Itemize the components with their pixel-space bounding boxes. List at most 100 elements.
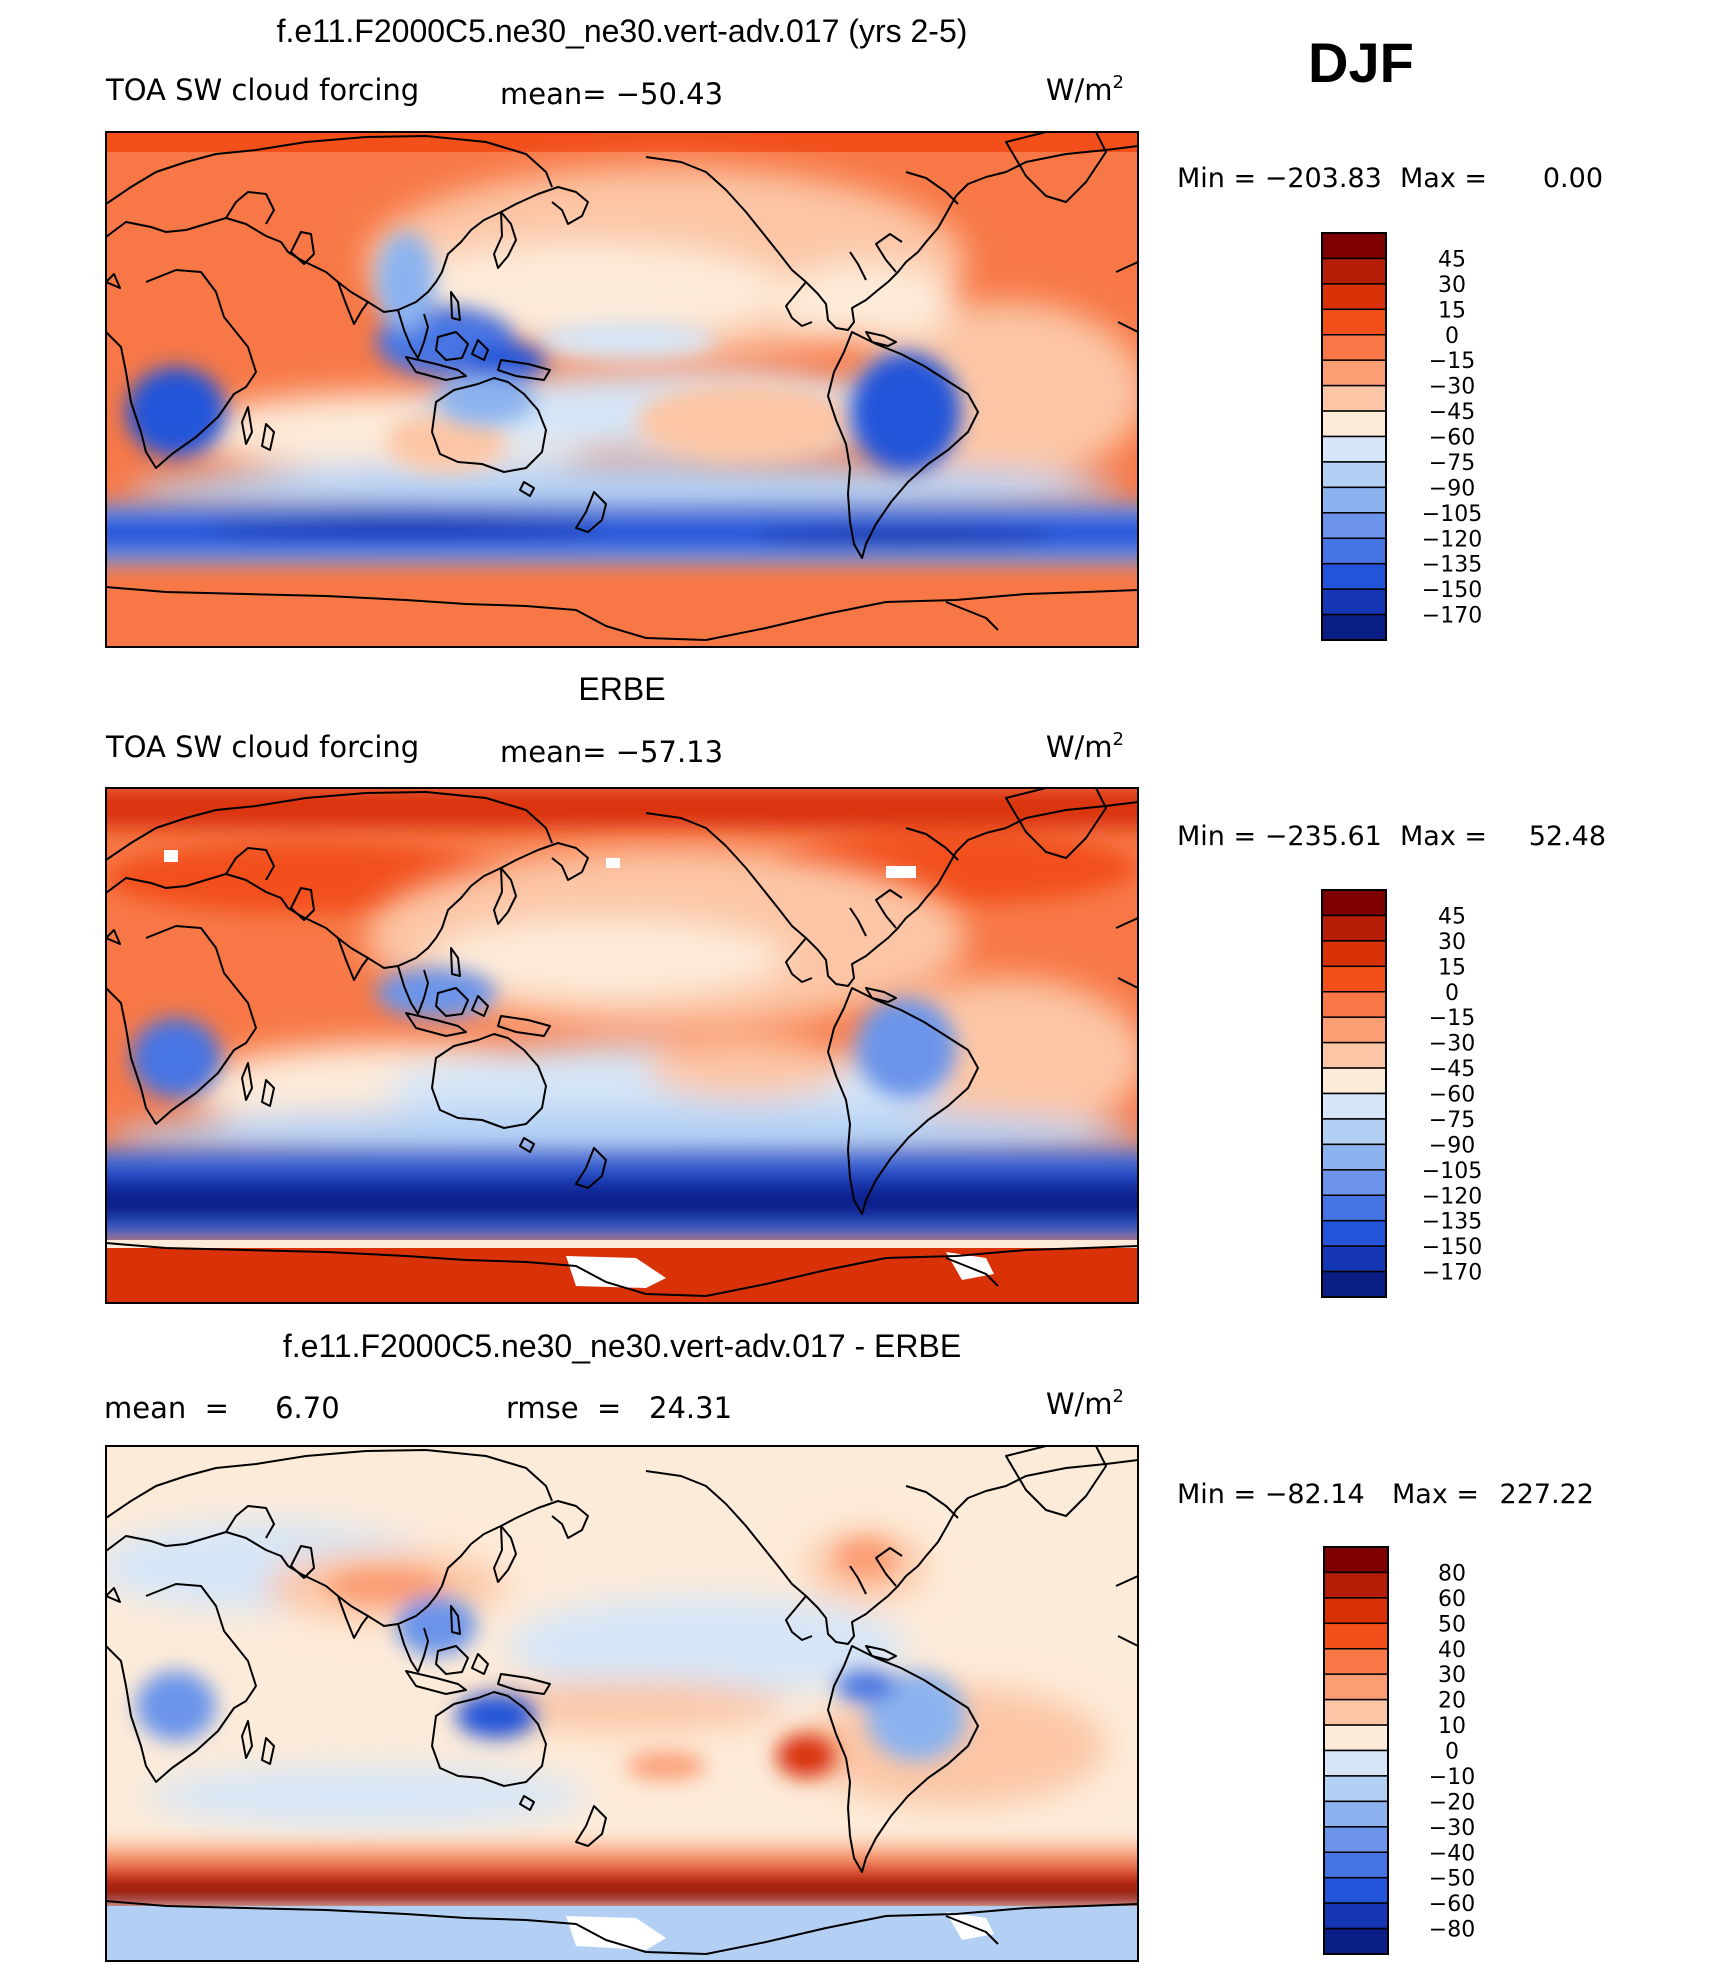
colorbar-frame [1323, 1546, 1389, 1955]
mean-label: mean= −50.43 [500, 77, 723, 111]
colorbar: 4530150−15−30−45−60−75−90−105−120−135−15… [1321, 232, 1482, 641]
colorbar-tick-label: −170 [1422, 604, 1482, 629]
max-value: 227.22 [1500, 1479, 1594, 1510]
colorbar-tick-label: −50 [1429, 1867, 1475, 1892]
colorbar-swatch [1323, 1698, 1389, 1726]
variable-label: TOA SW cloud forcing [105, 73, 419, 107]
colorbar-tick-label: −105 [1422, 1159, 1482, 1184]
colorbar-swatch [1321, 512, 1387, 539]
colorbar-swatch [1321, 461, 1387, 489]
colorbar-tick-label: −10 [1429, 1765, 1475, 1790]
colorbar-swatch [1323, 1673, 1389, 1701]
colorbar-swatch [1321, 940, 1387, 968]
mean-label: mean = 6.70 [104, 1391, 340, 1425]
colorbar-tick-label: −45 [1429, 1057, 1475, 1082]
colorbar-swatch [1321, 283, 1387, 311]
colorbar-tick-label: −60 [1429, 1083, 1475, 1108]
colorbar-swatch [1323, 1724, 1389, 1752]
colorbar-swatch [1321, 889, 1387, 917]
colorbar-tick-label: 80 [1438, 1561, 1466, 1586]
colorbar-tick-label: 40 [1438, 1638, 1466, 1663]
colorbar-tick-label: −90 [1429, 476, 1475, 501]
colorbar-swatch [1323, 1775, 1389, 1803]
units-superscript: 2 [1113, 72, 1124, 93]
colorbar-swatch [1323, 1826, 1389, 1854]
colorbar-tick-label: 45 [1438, 904, 1466, 929]
colorbar-swatch [1321, 1245, 1387, 1273]
panel-observations: ERBE TOA SW cloud forcing mean= −57.13 W… [105, 671, 1606, 1304]
colorbar-tick-label: −15 [1429, 349, 1475, 374]
colorbar-swatch [1321, 384, 1387, 412]
units-superscript: 2 [1113, 1386, 1124, 1407]
colorbar-swatch [1321, 1270, 1387, 1298]
colorbar-swatch [1321, 1219, 1387, 1247]
colorbar-swatch [1323, 1902, 1389, 1930]
colorbar-tick-label: 20 [1438, 1689, 1466, 1714]
colorbar-tick-label: −15 [1429, 1006, 1475, 1031]
colorbar-tick-label: 15 [1438, 955, 1466, 980]
max-label: Max = [1400, 163, 1487, 194]
colorbar-swatch [1321, 435, 1387, 463]
colorbar-tick-label: 30 [1438, 930, 1466, 955]
colorbar-tick-label: 0 [1445, 324, 1459, 349]
colorbar-swatch [1321, 410, 1387, 438]
max-label: Max = [1400, 821, 1487, 852]
colorbar-swatch [1321, 1067, 1387, 1095]
colorbar-tick-label: −75 [1429, 1108, 1475, 1133]
units-superscript: 2 [1113, 729, 1124, 750]
colorbar-tick-label: −135 [1422, 553, 1482, 578]
colorbar-tick-label: 30 [1438, 273, 1466, 298]
colorbar-tick-label: −20 [1429, 1790, 1475, 1815]
colorbar-swatch [1321, 537, 1387, 565]
map-panel [105, 787, 1139, 1304]
mean-label: mean= −57.13 [500, 735, 723, 769]
colorbar-tick-label: 50 [1438, 1612, 1466, 1637]
rmse-label: rmse = 24.31 [506, 1391, 732, 1425]
colorbar-tick-label: −135 [1422, 1210, 1482, 1235]
colorbar-tick-label: −170 [1422, 1261, 1482, 1286]
colorbar-swatch [1323, 1648, 1389, 1675]
colorbar-tick-label: −80 [1429, 1918, 1475, 1943]
colorbar-tick-label: −150 [1422, 578, 1482, 603]
colorbar-tick-label: −45 [1429, 400, 1475, 425]
min-label: Min = −82.14 [1177, 1479, 1365, 1510]
colorbar-swatch [1321, 1118, 1387, 1146]
variable-label: TOA SW cloud forcing [105, 730, 419, 764]
colorbar-swatch [1323, 1927, 1389, 1955]
colorbar-swatch [1323, 1622, 1389, 1650]
colorbar-swatch [1321, 1016, 1387, 1044]
colorbar-swatch [1321, 1194, 1387, 1222]
colorbar-swatch [1321, 486, 1387, 514]
colorbar-tick-label: −30 [1429, 1816, 1475, 1841]
units-text: W/m [1046, 73, 1113, 107]
colorbar-swatch [1323, 1851, 1389, 1879]
colorbar-frame [1321, 232, 1387, 641]
max-value: 0.00 [1543, 163, 1603, 194]
colorbar-tick-label: −90 [1429, 1133, 1475, 1158]
colorbar-tick-label: 0 [1445, 1740, 1459, 1765]
colorbar-tick-label: −40 [1429, 1841, 1475, 1866]
colorbar-tick-label: 60 [1438, 1587, 1466, 1612]
colorbar-swatch [1321, 1092, 1387, 1120]
colorbar-swatch [1321, 588, 1387, 616]
colorbar-swatch [1323, 1800, 1389, 1828]
panel-title: f.e11.F2000C5.ne30_ne30.vert-adv.017 - E… [283, 1328, 961, 1364]
colorbar-swatch [1321, 359, 1387, 387]
colorbar-swatch [1323, 1546, 1389, 1574]
colorbar-tick-label: −120 [1422, 527, 1482, 552]
max-label: Max = [1392, 1479, 1479, 1510]
colorbar: 4530150−15−30−45−60−75−90−105−120−135−15… [1321, 889, 1482, 1298]
map-panel [105, 1445, 1139, 1962]
colorbar-tick-label: 0 [1445, 981, 1459, 1006]
panel-title: f.e11.F2000C5.ne30_ne30.vert-adv.017 (yr… [277, 13, 968, 49]
min-label: Min = −235.61 [1177, 821, 1382, 852]
colorbar-tick-label: 45 [1438, 247, 1466, 272]
colorbar-tick-label: 30 [1438, 1663, 1466, 1688]
colorbar-frame [1321, 889, 1387, 1298]
colorbar-swatch [1321, 257, 1387, 285]
max-value: 52.48 [1529, 821, 1606, 852]
colorbar-swatch [1321, 1169, 1387, 1197]
units-label: W/m2 [1046, 72, 1124, 107]
